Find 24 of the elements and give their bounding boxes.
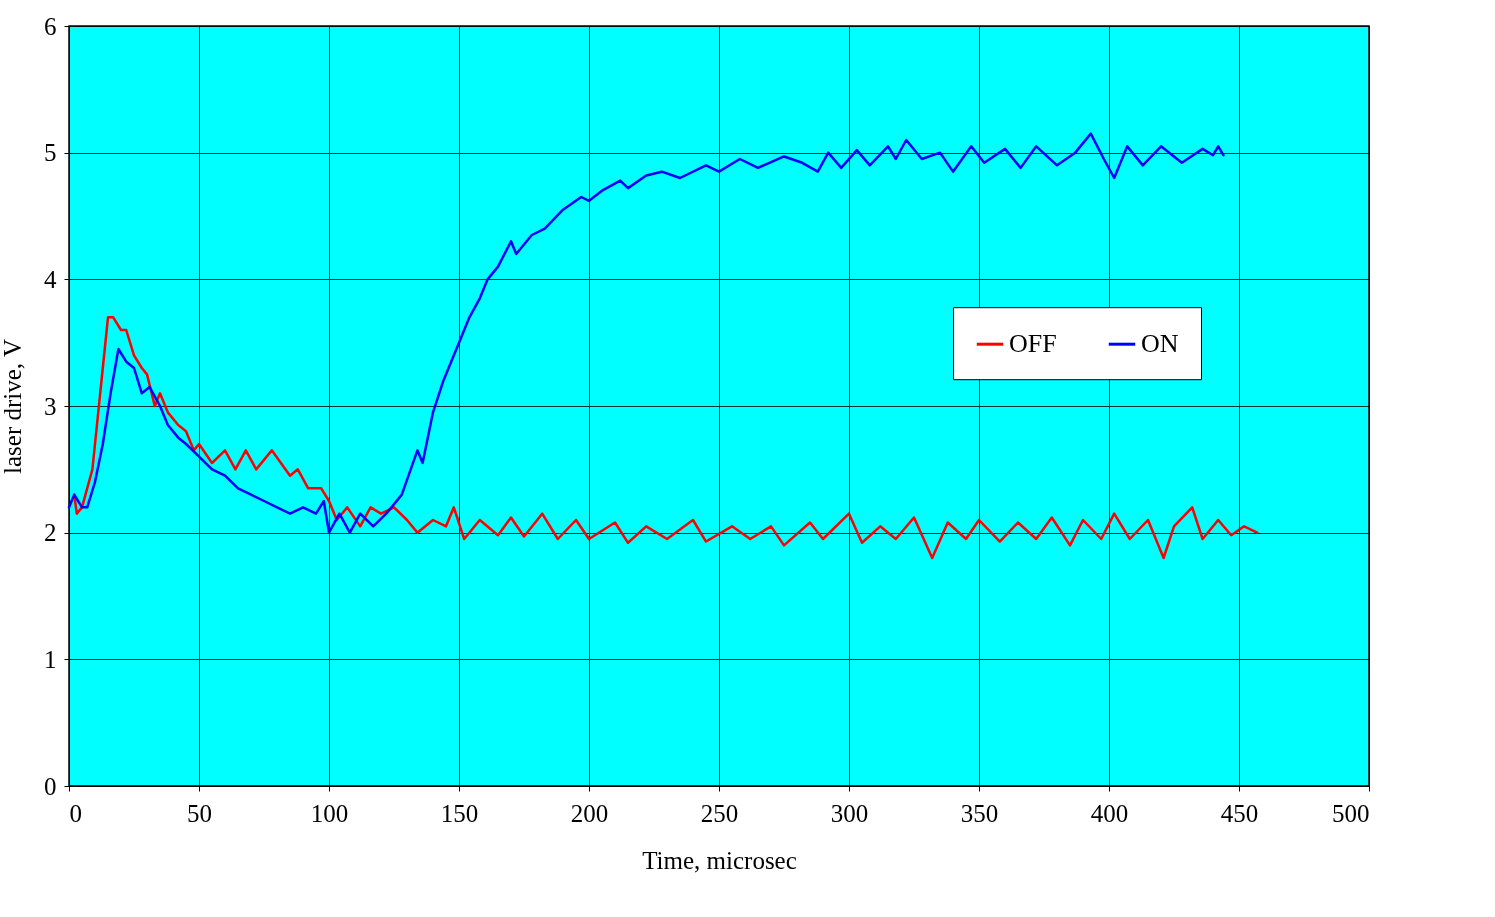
x-tick-label: 50 bbox=[187, 799, 212, 827]
y-tick-label: 0 bbox=[44, 772, 57, 800]
y-axis-title: laser drive, V bbox=[0, 339, 26, 474]
line-series bbox=[67, 132, 1225, 534]
y-tick-label: 3 bbox=[44, 392, 57, 420]
x-tick-label: 500 bbox=[1332, 799, 1370, 827]
x-tick-label: 300 bbox=[830, 799, 869, 827]
x-axis-title: Time, microsec bbox=[642, 846, 797, 874]
y-tick-label: 2 bbox=[44, 519, 57, 547]
y-tick-label: 4 bbox=[44, 265, 57, 293]
x-tick-label: 400 bbox=[1090, 799, 1129, 827]
line-series bbox=[72, 316, 1259, 560]
x-tick-label: 100 bbox=[310, 799, 349, 827]
x-tick-label: 200 bbox=[570, 799, 609, 827]
legend-label: ON bbox=[1141, 329, 1179, 359]
x-tick-label: 350 bbox=[960, 799, 999, 827]
y-tick-label: 5 bbox=[44, 139, 57, 167]
legend-label: OFF bbox=[1009, 329, 1057, 359]
y-tick-label: 6 bbox=[44, 12, 57, 40]
x-tick-label: 250 bbox=[700, 799, 739, 827]
x-tick-label: 0 bbox=[69, 799, 82, 827]
y-tick-label: 1 bbox=[44, 645, 57, 673]
x-tick-label: 450 bbox=[1220, 799, 1259, 827]
x-tick-label: 150 bbox=[440, 799, 479, 827]
